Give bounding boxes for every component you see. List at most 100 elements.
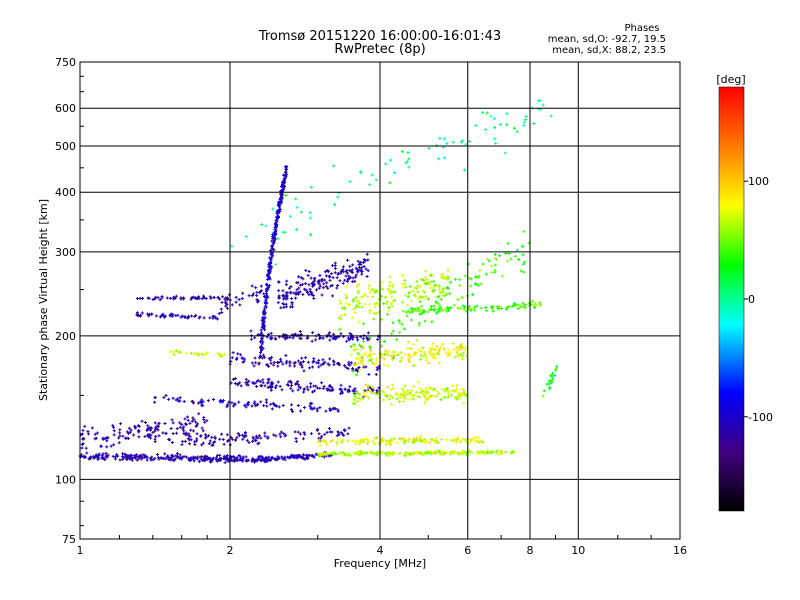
phases-o-stats: mean, sd,O: -92.7, 19.5 <box>548 34 666 45</box>
data-point <box>362 257 366 261</box>
data-point <box>290 453 294 457</box>
data-point <box>249 329 253 333</box>
data-point <box>245 402 249 406</box>
data-point <box>450 389 454 393</box>
data-point <box>151 430 155 434</box>
data-point <box>347 362 351 366</box>
data-point <box>366 384 370 388</box>
data-point <box>494 257 498 261</box>
data-point <box>374 362 378 366</box>
data-point <box>513 254 517 258</box>
data-point <box>188 458 192 462</box>
data-point <box>88 455 92 459</box>
data-point <box>259 384 263 388</box>
data-point <box>313 389 317 393</box>
data-point <box>411 289 415 293</box>
data-point <box>391 329 395 333</box>
data-point <box>157 457 161 461</box>
data-point <box>195 437 199 441</box>
data-point <box>149 436 153 440</box>
data-point <box>285 359 289 363</box>
data-point <box>239 353 243 357</box>
data-point <box>358 360 362 364</box>
data-point <box>412 342 416 346</box>
data-point <box>418 294 422 298</box>
data-point <box>442 156 446 160</box>
data-point <box>188 442 192 446</box>
data-point <box>442 137 446 141</box>
data-point <box>469 438 473 442</box>
data-point <box>255 385 259 389</box>
data-point <box>174 294 178 298</box>
data-point <box>351 263 355 267</box>
data-point <box>445 141 449 145</box>
data-point <box>304 268 308 272</box>
data-point <box>506 259 510 263</box>
data-point <box>339 271 343 275</box>
data-point <box>523 306 527 310</box>
data-point <box>284 293 288 297</box>
data-point <box>432 285 436 289</box>
data-point <box>357 268 361 272</box>
data-point <box>183 417 187 421</box>
colorbar-tick-label: 100 <box>748 175 769 188</box>
data-point <box>302 453 306 457</box>
data-point <box>203 433 207 437</box>
data-point <box>385 353 389 357</box>
data-point <box>418 312 422 316</box>
data-point <box>303 432 307 436</box>
data-point <box>255 290 259 294</box>
data-point <box>263 460 267 464</box>
data-point <box>154 314 158 318</box>
data-point <box>354 356 358 360</box>
data-point <box>204 296 208 300</box>
data-point <box>209 460 213 464</box>
data-point <box>285 172 289 176</box>
data-point <box>439 345 443 349</box>
data-point <box>388 181 392 185</box>
data-point <box>347 303 351 307</box>
data-point <box>344 285 348 289</box>
data-point <box>301 292 305 296</box>
data-point <box>441 274 445 278</box>
data-point <box>455 383 459 387</box>
data-point <box>171 432 175 436</box>
data-point <box>403 384 407 388</box>
data-point <box>281 294 285 298</box>
data-point <box>448 353 452 357</box>
data-point <box>374 289 378 293</box>
data-point <box>263 316 267 320</box>
data-point <box>261 316 265 320</box>
data-point <box>196 401 200 405</box>
data-point <box>321 358 325 362</box>
data-point <box>380 287 384 291</box>
data-point <box>160 296 164 300</box>
data-point <box>218 456 222 460</box>
data-point <box>463 348 467 352</box>
data-point <box>309 382 313 386</box>
data-point <box>390 304 394 308</box>
data-point <box>299 409 303 413</box>
data-point <box>356 362 360 366</box>
data-point <box>436 295 440 299</box>
data-point <box>403 452 407 456</box>
data-point <box>356 291 360 295</box>
data-point <box>105 455 109 459</box>
data-point <box>255 298 259 302</box>
data-point <box>388 353 392 357</box>
data-point <box>318 452 322 456</box>
data-point <box>143 435 147 439</box>
data-point <box>420 439 424 443</box>
data-point <box>292 291 296 295</box>
data-point <box>296 455 300 459</box>
data-point <box>139 457 143 461</box>
data-point <box>401 440 405 444</box>
data-point <box>258 351 262 355</box>
data-point <box>284 165 288 169</box>
data-point <box>336 284 340 288</box>
data-point <box>352 393 356 397</box>
data-point <box>402 327 406 331</box>
data-point <box>267 455 271 459</box>
data-point <box>97 452 101 456</box>
